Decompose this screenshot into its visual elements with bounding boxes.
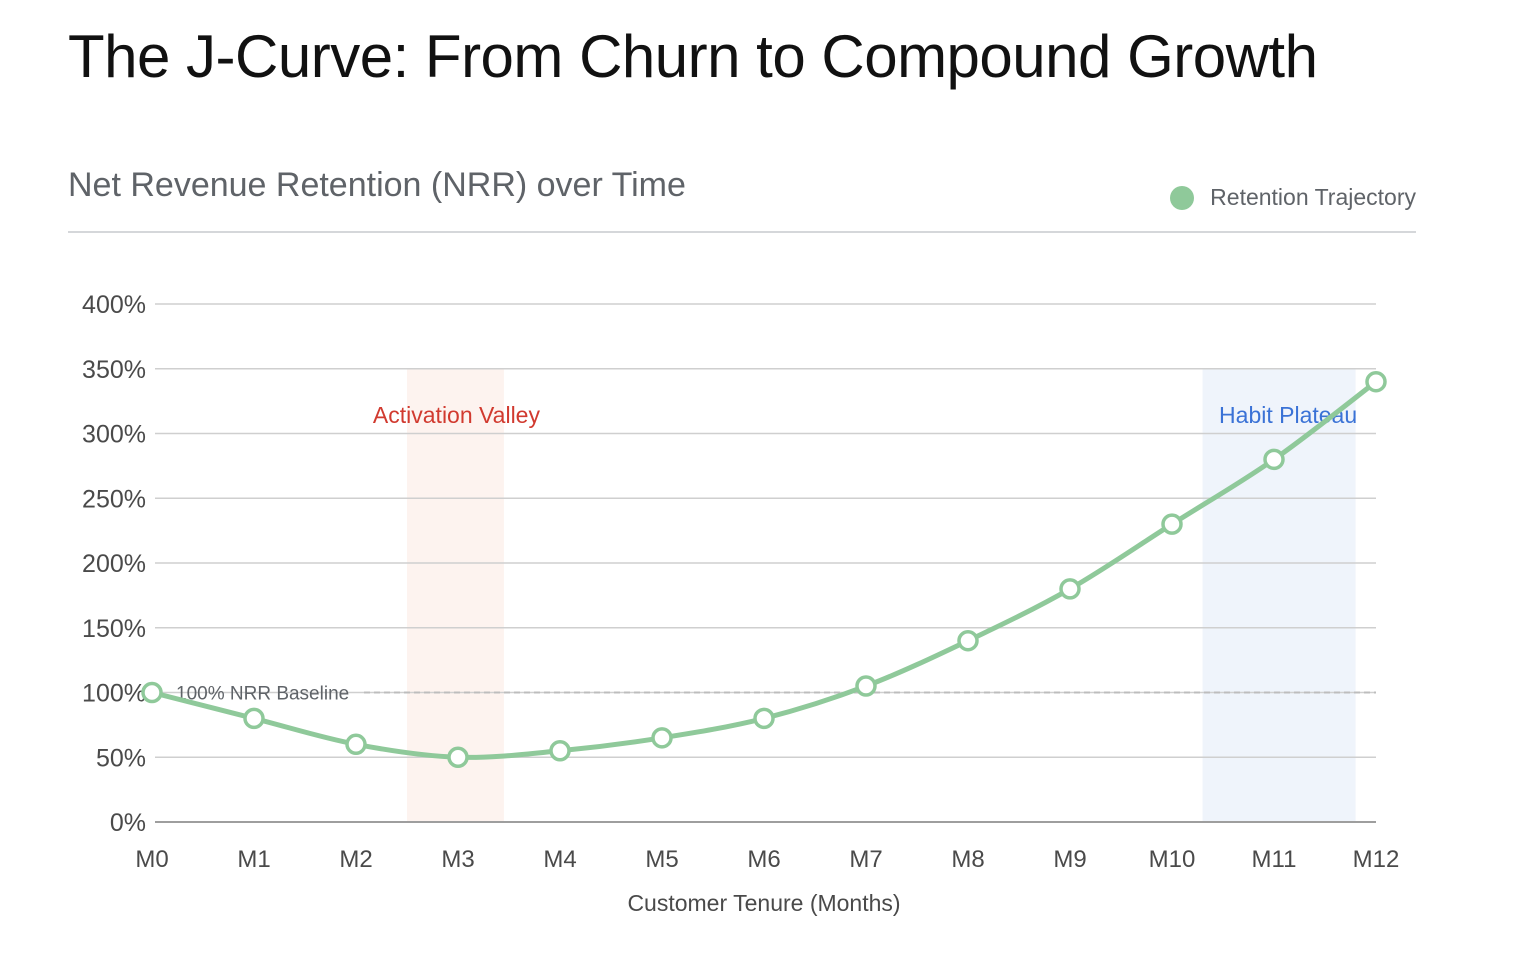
data-point [1263, 448, 1285, 471]
y-tick-label: 0% [110, 809, 146, 837]
x-tick-label: M12 [1353, 846, 1400, 873]
data-point [855, 675, 877, 697]
chart-legend: Retention Trajectory [1170, 184, 1416, 211]
data-point [651, 727, 673, 749]
x-tick-label: M6 [747, 846, 780, 873]
band-label: Activation Valley [373, 402, 541, 428]
y-tick-label: 400% [82, 291, 146, 319]
data-point [1161, 513, 1183, 535]
data-point [549, 740, 571, 762]
chart-subtitle: Net Revenue Retention (NRR) over Time [68, 166, 686, 204]
x-tick-label: M2 [339, 846, 372, 873]
y-tick-label: 300% [82, 421, 146, 449]
x-tick-label: M1 [237, 846, 270, 873]
data-point [753, 707, 775, 730]
data-point [447, 746, 469, 768]
x-axis-title: Customer Tenure (Months) [627, 890, 900, 916]
data-point [957, 629, 979, 652]
baseline-label: 100% NRR Baseline [176, 684, 349, 705]
x-tick-label: M3 [441, 846, 474, 873]
y-tick-label: 200% [82, 550, 146, 578]
legend-swatch [1170, 185, 1195, 210]
x-tick-label: M7 [849, 846, 882, 873]
y-tick-label: 150% [82, 615, 146, 643]
y-tick-label: 250% [82, 485, 146, 513]
x-tick-label: M8 [951, 846, 984, 873]
x-tick-label: M4 [543, 846, 576, 873]
header-divider [68, 231, 1416, 233]
y-tick-label: 50% [96, 744, 146, 772]
data-point [243, 707, 265, 730]
x-tick-label: M5 [645, 846, 678, 873]
annotation-band [407, 368, 504, 822]
x-tick-label: M9 [1053, 846, 1086, 873]
legend-label: Retention Trajectory [1210, 184, 1416, 210]
x-tick-label: M11 [1252, 846, 1297, 873]
data-point [1365, 370, 1387, 393]
annotation-band [1202, 368, 1356, 822]
y-tick-label: 350% [82, 356, 146, 384]
page-title: The J-Curve: From Churn to Compound Grow… [68, 23, 1318, 90]
data-point [1059, 578, 1081, 600]
data-point [345, 733, 367, 756]
data-point [141, 681, 163, 704]
x-tick-label: M0 [135, 846, 168, 873]
y-tick-label: 100% [82, 680, 146, 708]
x-tick-label: M10 [1149, 846, 1196, 873]
